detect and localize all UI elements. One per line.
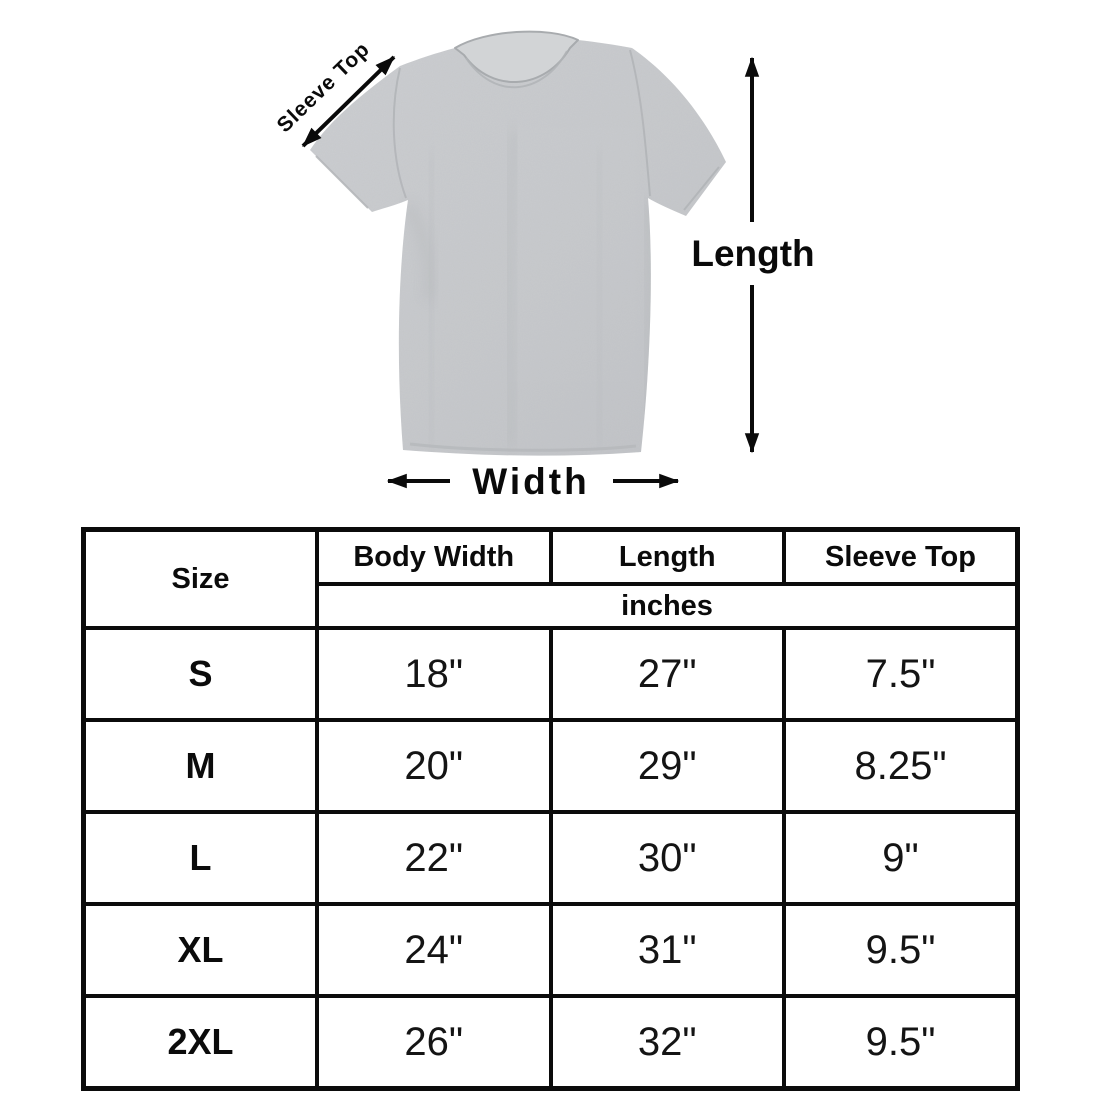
length-column-header: Length	[548, 527, 786, 586]
sleeve-top-cell: 9.5"	[782, 902, 1020, 998]
row-m: M 20" 29" 8.25"	[81, 718, 1020, 814]
tshirt-texture	[310, 31, 726, 456]
body-width-cell: 26"	[315, 994, 553, 1091]
size-cell: L	[81, 810, 319, 906]
sleeve-top-column-header: Sleeve Top	[782, 527, 1020, 586]
length-label: Length	[691, 233, 814, 274]
body-width-column-header: Body Width	[315, 527, 553, 586]
length-cell: 32"	[548, 994, 786, 1091]
body-width-cell: 20"	[315, 718, 553, 814]
row-xl: XL 24" 31" 9.5"	[81, 902, 1020, 998]
length-cell: 27"	[548, 626, 786, 722]
sleeve-top-arrow	[301, 55, 396, 148]
tshirt-diagram: Sleeve Top Length Width	[273, 30, 815, 502]
inches-unit-header: inches	[315, 582, 1020, 630]
size-table: Size Body Width Length Sleeve Top inches…	[81, 527, 1020, 1091]
unit-row: inches	[84, 582, 1020, 630]
row-2xl: 2XL 26" 32" 9.5"	[81, 994, 1020, 1091]
size-cell: S	[81, 626, 319, 722]
body-width-cell: 24"	[315, 902, 553, 998]
width-label: Width	[472, 461, 589, 502]
size-cell: 2XL	[81, 994, 319, 1091]
sleeve-top-cell: 9.5"	[782, 994, 1020, 1091]
length-cell: 30"	[548, 810, 786, 906]
body-width-cell: 22"	[315, 810, 553, 906]
row-s: S 18" 27" 7.5"	[81, 626, 1020, 722]
size-column-header: Size	[81, 527, 319, 630]
row-l: L 22" 30" 9"	[81, 810, 1020, 906]
sleeve-top-cell: 8.25"	[782, 718, 1020, 814]
sleeve-top-cell: 9"	[782, 810, 1020, 906]
header-row: Size Body Width Length Sleeve Top	[81, 527, 1020, 630]
size-cell: XL	[81, 902, 319, 998]
body-width-cell: 18"	[315, 626, 553, 722]
tshirt-collar	[454, 30, 579, 84]
length-cell: 29"	[548, 718, 786, 814]
size-cell: M	[81, 718, 319, 814]
tshirt-graphic	[310, 30, 726, 456]
length-cell: 31"	[548, 902, 786, 998]
sleeve-top-cell: 7.5"	[782, 626, 1020, 722]
